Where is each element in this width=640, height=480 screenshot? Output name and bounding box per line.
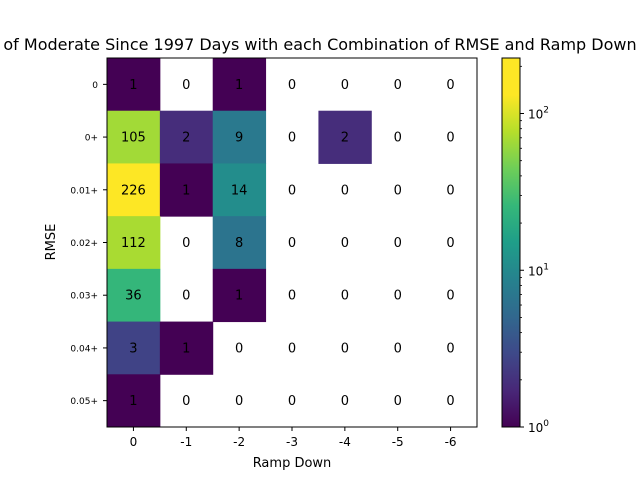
x-tick-label: -4	[339, 435, 351, 449]
cell-value-label: 36	[125, 289, 142, 304]
cell-value-label: 0	[394, 78, 402, 93]
heatmap-cell	[107, 58, 161, 112]
cell-value-label: 0	[288, 131, 296, 146]
cell-value-label: 0	[288, 289, 296, 304]
x-axis-label: Ramp Down	[253, 456, 332, 471]
cell-value-label: 9	[235, 131, 243, 146]
y-tick-label: 0.02+	[70, 239, 98, 249]
cell-value-label: 14	[231, 183, 248, 198]
colorbar-ticks: 100 101 102	[520, 65, 549, 435]
cell-value-label: 0	[182, 236, 190, 251]
y-tick-label: 0.03+	[70, 292, 98, 302]
heatmap-cell	[159, 163, 214, 217]
cell-value-label: 0	[341, 236, 349, 251]
heatmap-cell	[107, 110, 161, 164]
y-tick-label: 0.05+	[70, 397, 98, 407]
cell-value-label: 0	[235, 341, 243, 356]
cell-value-label: 0	[446, 289, 454, 304]
x-tick-label: -2	[233, 435, 245, 449]
heatmap-cell	[159, 110, 214, 164]
x-tick-label: -3	[286, 435, 298, 449]
y-tick-label: 0.01+	[70, 186, 98, 196]
colorbar	[501, 57, 521, 428]
cell-value-label: 0	[394, 131, 402, 146]
cell-value-label: 1	[235, 78, 243, 93]
cell-value-label: 1	[182, 341, 190, 356]
cell-value-label: 8	[235, 236, 243, 251]
y-tick-label: 0.04+	[70, 344, 98, 354]
cell-value-label: 0	[288, 341, 296, 356]
cell-value-label: 0	[288, 236, 296, 251]
heatmap-cell	[212, 268, 267, 323]
heatmap-cell	[107, 321, 161, 375]
heatmap-cell	[212, 163, 267, 217]
cell-value-label: 0	[288, 394, 296, 409]
cell-value-label: 0	[341, 394, 349, 409]
x-tick-label: -5	[392, 435, 404, 449]
heatmap-cell	[159, 321, 214, 375]
cell-value-label: 0	[446, 236, 454, 251]
x-axis: 0 -1 -2 -3 -4 -5 -6	[130, 427, 457, 449]
colorbar-tick-label: 100	[528, 419, 549, 435]
cell-value-label: 0	[394, 394, 402, 409]
cell-value-label: 0	[394, 236, 402, 251]
y-tick-label: 0	[92, 81, 98, 91]
heatmap-cells: 1 0 1 0 0 0 0 105 2 9 0 2 0 0 226 1 14 0 0 0 0 112 0 8 0 0 0 0 36 0 1 0…	[107, 58, 455, 428]
chart-title: of Moderate Since 1997 Days with each Co…	[3, 35, 636, 54]
x-tick-label: -6	[445, 435, 457, 449]
cell-value-label: 2	[341, 131, 349, 146]
cell-value-label: 3	[129, 341, 137, 356]
heatmap-cell	[212, 216, 267, 270]
x-tick-label: 0	[130, 435, 138, 449]
cell-value-label: 0	[341, 78, 349, 93]
cell-value-label: 226	[121, 183, 146, 198]
colorbar-tick-label: 102	[528, 106, 549, 122]
colorbar-tick-label: 101	[528, 262, 549, 278]
heatmap-cell	[212, 58, 267, 112]
y-axis-label: RMSE	[44, 224, 59, 261]
cell-value-label: 0	[341, 289, 349, 304]
x-tick-label: -1	[180, 435, 192, 449]
y-tick-label: 0+	[85, 134, 98, 144]
cell-value-label: 105	[121, 131, 146, 146]
cell-value-label: 1	[129, 78, 137, 93]
heatmap-cell	[107, 374, 161, 428]
cell-value-label: 0	[446, 183, 454, 198]
cell-value-label: 0	[182, 394, 190, 409]
heatmap-cell	[107, 268, 161, 323]
cell-value-label: 0	[394, 183, 402, 198]
cell-value-label: 0	[394, 289, 402, 304]
cell-value-label: 0	[182, 289, 190, 304]
cell-value-label: 112	[121, 236, 146, 251]
heatmap-cell	[107, 216, 161, 270]
cell-value-label: 0	[341, 341, 349, 356]
heatmap-cell	[107, 163, 161, 217]
cell-value-label: 0	[288, 183, 296, 198]
cell-value-label: 1	[182, 183, 190, 198]
cell-value-label: 0	[394, 341, 402, 356]
heatmap-cell	[212, 110, 267, 164]
cell-value-label: 1	[235, 289, 243, 304]
y-axis: 0 0+ 0.01+ 0.02+ 0.03+ 0.04+ 0.05+	[70, 81, 107, 407]
cell-value-label: 0	[446, 131, 454, 146]
cell-value-label: 1	[129, 394, 137, 409]
cell-value-label: 0	[446, 78, 454, 93]
cell-value-label: 0	[341, 183, 349, 198]
cell-value-label: 0	[182, 78, 190, 93]
cell-value-label: 2	[182, 131, 190, 146]
heatmap-cell	[318, 110, 372, 164]
cell-value-label: 0	[446, 394, 454, 409]
cell-value-label: 0	[288, 78, 296, 93]
cell-value-label: 0	[446, 341, 454, 356]
cell-value-label: 0	[235, 394, 243, 409]
